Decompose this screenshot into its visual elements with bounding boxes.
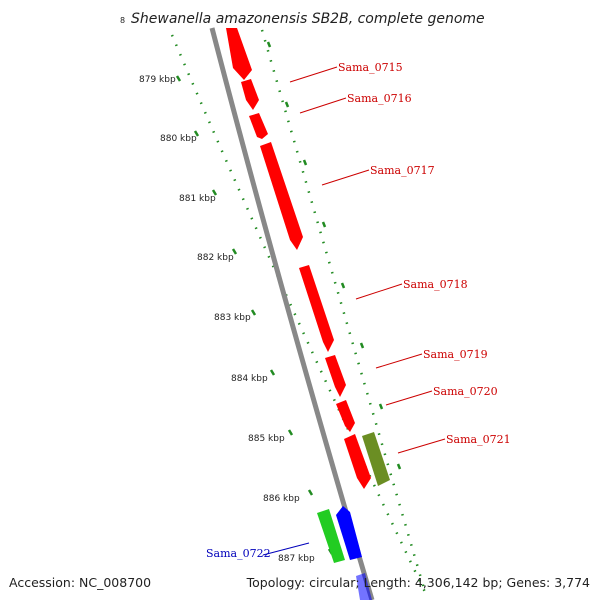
tick-label: 883 kbp xyxy=(214,313,251,323)
gene-arrow-sama-0719[interactable] xyxy=(325,355,346,397)
gene-label[interactable]: Sama_0719 xyxy=(423,348,488,361)
tick-label: 885 kbp xyxy=(248,434,285,444)
gene-label[interactable]: Sama_0722 xyxy=(206,547,271,560)
feature-block[interactable] xyxy=(362,432,390,486)
label-connectors xyxy=(289,66,446,454)
gene-arrow-sama-0722[interactable] xyxy=(317,509,345,563)
gene-arrow-sama-0717[interactable] xyxy=(260,142,303,250)
gene-arrow-sama-0721[interactable] xyxy=(344,434,371,489)
gene-arrow-sama-0718[interactable] xyxy=(299,265,334,352)
title-prefix: 8 xyxy=(120,16,125,25)
forward-cds-track xyxy=(226,28,371,489)
label-connector-sama-0722 xyxy=(262,542,310,556)
tick-label: 886 kbp xyxy=(263,494,300,504)
gene-label[interactable]: Sama_0715 xyxy=(338,61,403,74)
map-title: Shewanella amazonensis SB2B, complete ge… xyxy=(131,11,485,27)
gene-label[interactable]: Sama_0716 xyxy=(347,92,412,105)
gene-labels: Sama_0715 Sama_0716 Sama_0717 Sama_0718 … xyxy=(206,61,511,560)
gene-label[interactable]: Sama_0721 xyxy=(446,433,511,446)
tick-label: 881 kbp xyxy=(179,194,216,204)
tick-label: 887 kbp xyxy=(278,554,315,564)
tick-label: 879 kbp xyxy=(139,75,176,85)
gene-arrow-reverse-blue[interactable] xyxy=(336,506,362,560)
gene-arrow-sama-0715[interactable] xyxy=(226,28,252,80)
gene-label[interactable]: Sama_0717 xyxy=(370,164,435,177)
gene-arrow-sama-0716b[interactable] xyxy=(249,113,268,139)
gene-label[interactable]: Sama_0720 xyxy=(433,385,498,398)
reverse-cds-track xyxy=(317,506,372,600)
gene-arrow-reverse-blue-partial[interactable] xyxy=(356,573,372,600)
inner-tick-ring xyxy=(170,34,427,593)
tick-label: 882 kbp xyxy=(197,253,234,263)
tick-labels: 879 kbp 880 kbp 881 kbp 882 kbp 883 kbp … xyxy=(139,75,315,564)
tick-label: 880 kbp xyxy=(160,134,197,144)
accession-text: Accession: NC_008700 xyxy=(9,575,152,590)
gene-arrow-sama-0716[interactable] xyxy=(241,79,259,110)
topology-text: Topology: circular; Length: 4,306,142 bp… xyxy=(246,575,590,590)
major-ticks xyxy=(175,41,402,555)
gene-label[interactable]: Sama_0718 xyxy=(403,278,468,291)
other-feature-track xyxy=(362,432,390,486)
tick-label: 884 kbp xyxy=(231,374,268,384)
gene-arrow-sama-0720[interactable] xyxy=(336,400,355,432)
